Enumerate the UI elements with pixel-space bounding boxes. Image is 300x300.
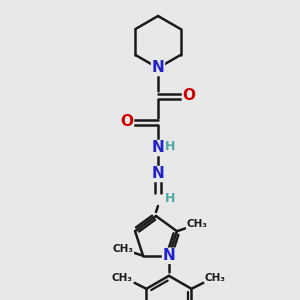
Text: CH₃: CH₃ [205, 273, 226, 283]
Text: H: H [165, 140, 175, 154]
Text: N: N [152, 140, 164, 155]
Text: O: O [182, 88, 196, 104]
Text: N: N [163, 248, 175, 263]
Text: N: N [152, 61, 164, 76]
Text: O: O [121, 115, 134, 130]
Text: CH₃: CH₃ [186, 219, 207, 229]
Text: CH₃: CH₃ [112, 244, 134, 254]
Text: N: N [152, 167, 164, 182]
Text: CH₃: CH₃ [112, 273, 133, 283]
Text: H: H [165, 193, 175, 206]
